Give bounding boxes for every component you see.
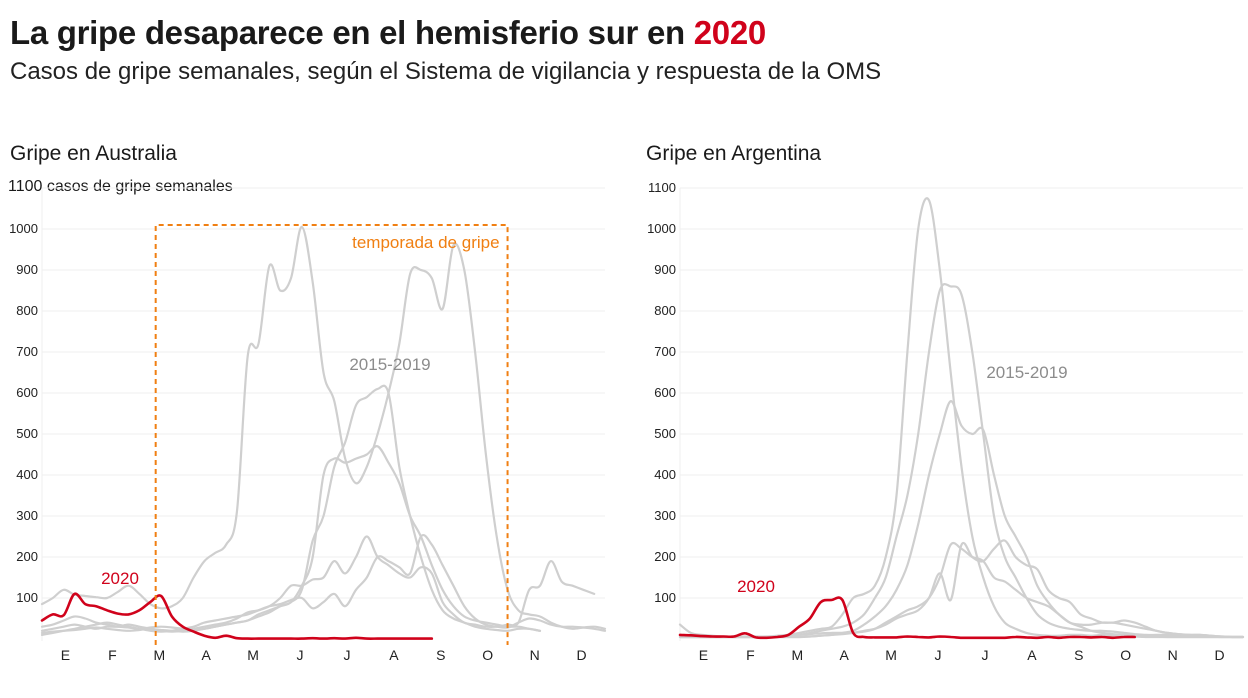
series-line-2020 (678, 596, 1136, 640)
page-subtitle: Casos de gripe semanales, según el Siste… (10, 58, 882, 85)
series-line-2020 (40, 592, 434, 640)
x-month-label: A (1027, 647, 1037, 663)
title-highlight-year: 2020 (693, 14, 767, 51)
series-label-2020: 2020 (101, 569, 139, 588)
series-line-2017 (678, 400, 1245, 639)
x-month-label: E (699, 647, 708, 663)
x-month-label: N (1168, 647, 1178, 663)
x-month-label: J (935, 647, 942, 663)
x-month-label: M (153, 647, 165, 663)
x-month-label: S (1074, 647, 1083, 663)
x-month-label: M (885, 647, 897, 663)
x-month-label: M (791, 647, 803, 663)
y-tick-label: 1000 (9, 221, 38, 236)
y-tick-label: 400 (16, 467, 38, 482)
y-tick-label: 500 (654, 426, 676, 441)
chart-title-australia: Gripe en Australia (10, 142, 177, 165)
y-tick-label: 600 (16, 385, 38, 400)
y-tick-label: 800 (16, 303, 38, 318)
y-tick-label: 900 (654, 262, 676, 277)
y-tick-label: 700 (654, 344, 676, 359)
x-month-label: D (576, 647, 586, 663)
series-line-2018 (40, 535, 596, 634)
y-tick-label: 100 (654, 590, 676, 605)
page-title: La gripe desaparece en el hemisferio sur… (10, 14, 767, 51)
x-month-label: J (981, 647, 988, 663)
y-axis-label-australia: 1100 casos de gripe semanales (8, 178, 233, 195)
chart-title-argentina: Gripe en Argentina (646, 142, 822, 165)
x-month-label: E (61, 647, 70, 663)
series-line-2019 (40, 533, 607, 636)
y-tick-label: 200 (654, 549, 676, 564)
y-tick-label: 600 (654, 385, 676, 400)
x-month-label: A (840, 647, 850, 663)
y-tick-label: 200 (16, 549, 38, 564)
chart-australia: 100 200 300 400 500 600 700 800 900 1000 E F M A M J J A S… (9, 187, 607, 663)
y-tick-label: 900 (16, 262, 38, 277)
y-tick-label: 100 (16, 590, 38, 605)
x-month-label: A (202, 647, 212, 663)
y-tick-label: 1100 (648, 180, 676, 195)
x-month-label: J (343, 647, 350, 663)
x-month-label: S (436, 647, 445, 663)
flu-season-label: temporada de gripe (352, 233, 499, 252)
series-line-2015 (678, 197, 1245, 639)
y-tick-label: 300 (16, 508, 38, 523)
series-label-2020: 2020 (737, 577, 775, 596)
y-tick-label: 700 (16, 344, 38, 359)
x-month-label: O (482, 647, 493, 663)
series-line-2017 (40, 384, 542, 633)
x-month-label: F (108, 647, 117, 663)
x-month-label: M (247, 647, 259, 663)
x-month-label: A (389, 647, 399, 663)
x-month-label: D (1214, 647, 1224, 663)
x-month-label: O (1120, 647, 1131, 663)
y-tick-label: 400 (654, 467, 676, 482)
series-label-history: 2015-2019 (349, 355, 430, 374)
series-label-history: 2015-2019 (986, 363, 1067, 382)
x-month-label: J (297, 647, 304, 663)
x-month-label: N (530, 647, 540, 663)
x-month-label: F (746, 647, 755, 663)
y-tick-label: 1000 (647, 221, 676, 236)
y-tick-label: 800 (654, 303, 676, 318)
flu-season-box (154, 224, 509, 645)
y-tick-label: 500 (16, 426, 38, 441)
chart-argentina: 100 200 300 400 500 600 700 800 900 1000 1100 E F M A M… (647, 180, 1245, 663)
y-tick-label: 300 (654, 508, 676, 523)
